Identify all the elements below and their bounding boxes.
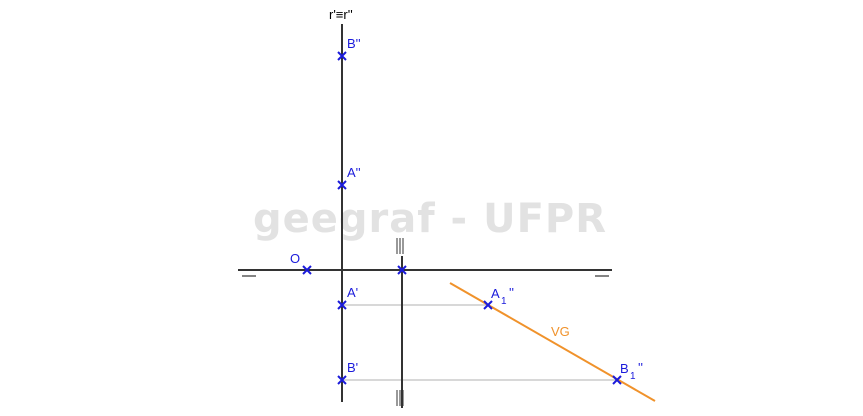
point-b1-rot-label: B 1 '' (620, 360, 643, 382)
point-b1-rot-label-primes: '' (638, 360, 643, 375)
point-b1-rot-label-sub: 1 (630, 371, 636, 382)
line-r-label: r'≡r'' (329, 7, 353, 22)
point-a1-rot-marker (483, 300, 493, 310)
aux-line-mark-bottom (396, 390, 404, 406)
point-a2-marker (337, 180, 347, 190)
point-b1-label: B' (347, 360, 358, 375)
point-a1-marker (337, 300, 347, 310)
point-b1-rot-label-base: B (620, 361, 629, 376)
true-size-label: VG (551, 324, 570, 339)
point-o-label: O (290, 251, 300, 266)
point-b2-marker (337, 51, 347, 61)
point-a1-rot-label: A 1 '' (491, 285, 514, 307)
true-size-line (449, 282, 656, 402)
point-b1-rot-marker (612, 375, 622, 385)
point-o-marker (302, 265, 312, 275)
point-a1-rot-label-sub: 1 (501, 296, 507, 307)
watermark: geegraf - UFPR (253, 196, 607, 242)
point-a1-rot-label-base: A (491, 286, 500, 301)
point-b1-marker (337, 375, 347, 385)
point-a1-label: A' (347, 285, 358, 300)
point-a1-rot-label-primes: '' (509, 285, 514, 300)
point-intersection-marker (397, 265, 407, 275)
point-b2-label: B'' (347, 36, 361, 51)
aux-line-mark-top (396, 238, 404, 254)
point-a2-label: A'' (347, 165, 361, 180)
